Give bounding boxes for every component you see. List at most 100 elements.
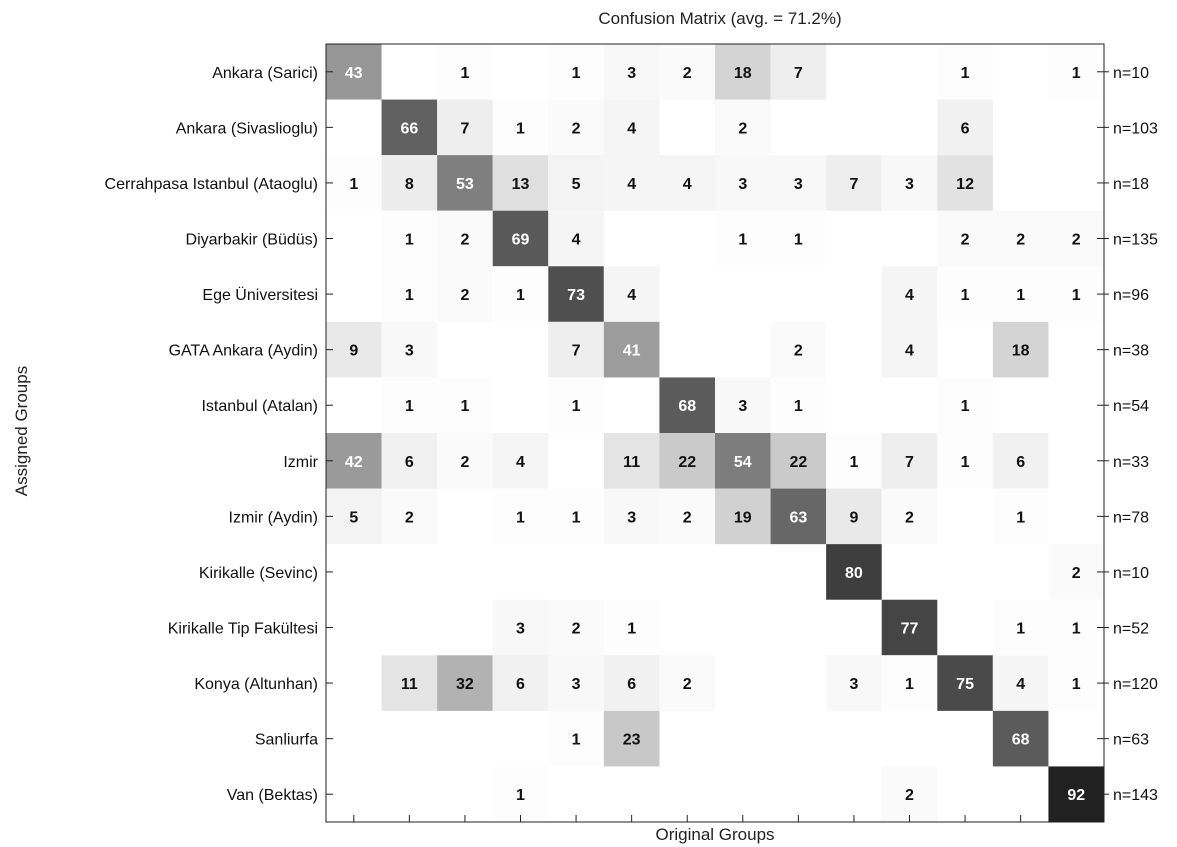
heatmap-cell: [770, 44, 827, 100]
cell-value-label: 2: [572, 120, 581, 137]
cell-value-label: 7: [794, 65, 803, 82]
heatmap-cell: [826, 544, 882, 600]
heatmap-cell: [1048, 544, 1104, 600]
heatmap-cell: [770, 377, 827, 433]
heatmap-cell: [437, 210, 493, 267]
cell-value-label: 4: [627, 120, 636, 137]
cell-value-label: 69: [512, 232, 530, 249]
row-label: Izmir: [283, 454, 318, 471]
cell-value-label: 3: [572, 676, 581, 693]
cell-value-label: 6: [961, 120, 970, 137]
heatmap-cell: [715, 99, 771, 156]
heatmap-cell: [548, 710, 604, 767]
cell-value-label: 53: [456, 176, 474, 193]
cell-value-label: 7: [905, 454, 914, 471]
cell-value-label: 2: [405, 509, 414, 526]
cell-value-label: 1: [516, 509, 525, 526]
heatmap-cell: [603, 599, 660, 656]
row-label: Konya (Altunhan): [194, 676, 318, 693]
y-axis-title: Assigned Groups: [12, 366, 31, 496]
heatmap-cell: [770, 488, 827, 545]
cell-value-label: 6: [516, 676, 525, 693]
heatmap-cell: [937, 99, 993, 156]
row-count-label: n=78: [1113, 509, 1149, 526]
heatmap-cell: [715, 377, 771, 433]
cell-value-label: 32: [456, 676, 474, 693]
cell-value-label: 3: [516, 621, 525, 638]
heatmap-cell: [548, 321, 604, 378]
heatmap-cell: [326, 433, 382, 489]
cell-value-label: 4: [905, 287, 914, 304]
heatmap-cell: [937, 655, 993, 711]
cell-value-label: 2: [1016, 232, 1025, 249]
heatmap-cell: [659, 155, 715, 211]
cell-value-label: 2: [572, 621, 581, 638]
cell-value-label: 43: [345, 65, 363, 82]
heatmap-cell: [826, 655, 882, 711]
heatmap-cell: [603, 655, 660, 711]
cell-value-label: 73: [567, 287, 585, 304]
cell-value-label: 1: [516, 287, 525, 304]
cell-value-label: 1: [849, 454, 858, 471]
heatmap-cell: [603, 266, 660, 322]
cell-value-label: 1: [1016, 287, 1025, 304]
cell-value-label: 1: [738, 232, 747, 249]
cell-value-label: 77: [901, 621, 919, 638]
heatmap-cell: [381, 99, 438, 156]
cell-value-label: 63: [789, 509, 807, 526]
cell-value-label: 1: [1016, 509, 1025, 526]
heatmap-cell: [826, 155, 882, 211]
cell-value-label: 5: [572, 176, 581, 193]
cell-value-label: 3: [849, 676, 858, 693]
heatmap-cell: [659, 655, 715, 711]
heatmap-cell: [492, 210, 549, 267]
cell-value-label: 2: [738, 120, 747, 137]
heatmap-cell: [881, 766, 938, 822]
cell-value-label: 2: [1072, 232, 1081, 249]
cell-value-label: 1: [961, 65, 970, 82]
x-axis-title: Original Groups: [655, 825, 774, 844]
heatmap-cell: [1048, 599, 1104, 656]
row-label: Kirikalle Tip Fakültesi: [168, 621, 318, 638]
cell-value-label: 1: [1072, 676, 1081, 693]
cell-value-label: 2: [794, 343, 803, 360]
row-label: Kirikalle (Sevinc): [199, 565, 318, 582]
heatmap-cell: [326, 155, 382, 211]
cell-value-label: 1: [794, 398, 803, 415]
cell-value-label: 22: [678, 454, 696, 471]
row-count-label: n=10: [1113, 565, 1149, 582]
heatmap-cell: [603, 99, 660, 156]
heatmap-cell: [381, 210, 438, 267]
heatmap-cell: [937, 210, 993, 267]
cell-value-label: 92: [1067, 787, 1085, 804]
heatmap-cell: [437, 99, 493, 156]
heatmap-cell: [992, 266, 1049, 322]
heatmap-cell: [992, 655, 1049, 711]
row-count-label: n=54: [1113, 398, 1149, 415]
heatmap-cell: [381, 377, 438, 433]
heatmap-cell: [937, 44, 993, 100]
cell-value-label: 1: [572, 65, 581, 82]
heatmap-cell: [381, 433, 438, 489]
heatmap-cell: [548, 266, 604, 322]
cell-value-label: 1: [1016, 621, 1025, 638]
cell-value-label: 2: [1072, 565, 1081, 582]
cell-value-label: 3: [905, 176, 914, 193]
cell-value-label: 18: [1012, 343, 1030, 360]
heatmap-cell: [881, 599, 938, 656]
cell-value-label: 4: [572, 232, 581, 249]
heatmap-cells: [326, 44, 1104, 822]
cell-value-label: 7: [572, 343, 581, 360]
row-count-label: n=10: [1113, 65, 1149, 82]
heatmap-cell: [381, 155, 438, 211]
cell-value-label: 2: [460, 287, 469, 304]
cell-value-label: 4: [905, 343, 914, 360]
row-count-label: n=135: [1113, 232, 1158, 249]
heatmap-cell: [992, 433, 1049, 489]
cell-value-label: 1: [460, 65, 469, 82]
heatmap-cell: [881, 433, 938, 489]
row-labels: Ankara (Sarici) Ankara (Sivaslioglu) Cerra…: [105, 65, 319, 804]
heatmap-cell: [603, 710, 660, 767]
cell-value-label: 1: [627, 621, 636, 638]
